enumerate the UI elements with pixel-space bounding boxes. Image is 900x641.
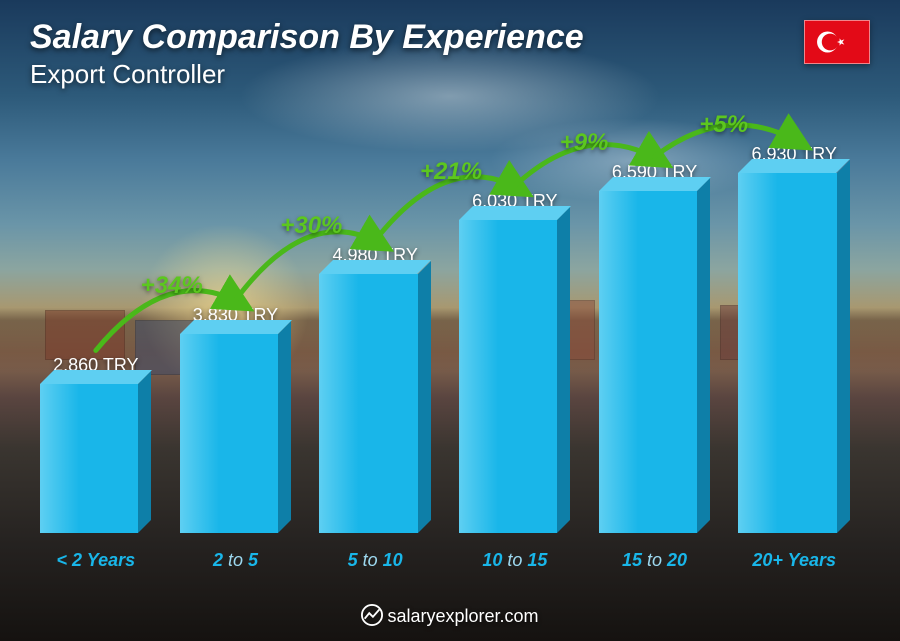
bar-slot: 6,030 TRY <box>459 191 571 533</box>
bar <box>738 173 850 533</box>
footer-text: salaryexplorer.com <box>387 606 538 626</box>
page-title: Salary Comparison By Experience <box>30 18 870 57</box>
x-axis-label: 20+ Years <box>738 550 850 571</box>
x-axis: < 2 Years 2 to 5 5 to 10 10 to 15 15 to 20 20… <box>40 550 850 571</box>
page-subtitle: Export Controller <box>30 59 870 90</box>
bar <box>40 384 152 533</box>
header: Salary Comparison By Experience Export C… <box>30 18 870 90</box>
bar-slot: 6,930 TRY <box>738 144 850 533</box>
x-axis-label: 5 to 10 <box>319 550 431 571</box>
bar <box>180 334 292 533</box>
bar <box>459 220 571 533</box>
bar <box>599 191 711 533</box>
footer: salaryexplorer.com <box>0 604 900 627</box>
logo-icon <box>361 604 383 626</box>
bar-slot: 2,860 TRY <box>40 355 152 533</box>
salary-chart: 2,860 TRY3,830 TRY4,980 TRY6,030 TRY6,59… <box>40 110 850 571</box>
bar-slot: 4,980 TRY <box>319 245 431 533</box>
x-axis-label: 15 to 20 <box>599 550 711 571</box>
x-axis-label: 2 to 5 <box>180 550 292 571</box>
bar <box>319 274 431 533</box>
bar-slot: 3,830 TRY <box>180 305 292 533</box>
bar-slot: 6,590 TRY <box>599 162 711 533</box>
x-axis-label: < 2 Years <box>40 550 152 571</box>
country-flag-icon <box>804 20 870 64</box>
bar-group: 2,860 TRY3,830 TRY4,980 TRY6,030 TRY6,59… <box>40 123 850 533</box>
x-axis-label: 10 to 15 <box>459 550 571 571</box>
